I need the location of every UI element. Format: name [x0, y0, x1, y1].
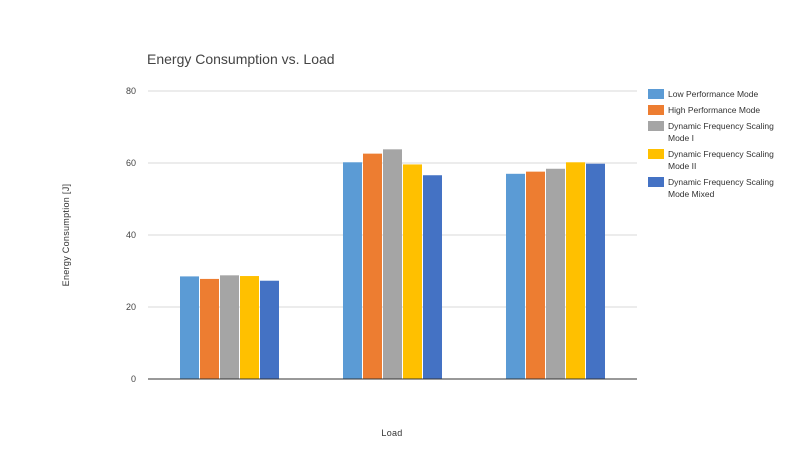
bar [546, 168, 565, 379]
bar [526, 171, 545, 379]
legend-swatch [648, 121, 664, 131]
legend: Low Performance Mode High Performance Mo… [648, 88, 783, 204]
legend-label: Dynamic Frequency Scaling Mode Mixed [668, 177, 774, 199]
bar [240, 276, 259, 379]
bar [343, 162, 362, 379]
y-tick-label: 80 [126, 86, 136, 96]
bar [403, 164, 422, 379]
legend-swatch [648, 105, 664, 115]
legend-label: Dynamic Frequency Scaling Mode II [668, 149, 774, 171]
legend-swatch [648, 177, 664, 187]
y-tick-label: 40 [126, 230, 136, 240]
bar [423, 175, 442, 379]
bar [383, 149, 402, 379]
y-tick-label: 60 [126, 158, 136, 168]
bar [566, 162, 585, 379]
legend-item-dfs-mode-2: Dynamic Frequency Scaling Mode II [648, 148, 783, 172]
bar [506, 173, 525, 379]
bar [180, 276, 199, 379]
bar [200, 278, 219, 379]
y-tick-label: 20 [126, 302, 136, 312]
legend-swatch [648, 89, 664, 99]
legend-item-dfs-mode-1: Dynamic Frequency Scaling Mode I [648, 120, 783, 144]
legend-label: High Performance Mode [668, 105, 761, 115]
legend-item-low-performance: Low Performance Mode [648, 88, 783, 100]
bar [586, 163, 605, 379]
y-tick-label: 0 [131, 374, 136, 384]
bar [363, 153, 382, 379]
bar [220, 275, 239, 379]
legend-item-high-performance: High Performance Mode [648, 104, 783, 116]
legend-item-dfs-mode-mixed: Dynamic Frequency Scaling Mode Mixed [648, 176, 783, 200]
legend-label: Dynamic Frequency Scaling Mode I [668, 121, 774, 143]
legend-swatch [648, 149, 664, 159]
legend-label: Low Performance Mode [668, 89, 759, 99]
x-axis-label: Load [381, 428, 403, 438]
bar [260, 280, 279, 379]
chart-title: Energy Consumption vs. Load [147, 51, 335, 67]
